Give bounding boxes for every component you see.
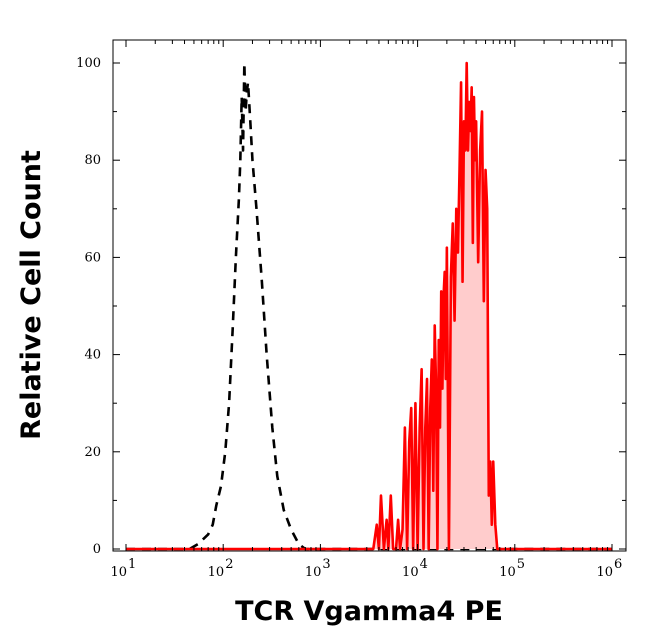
x-tick-label-exponent: 2 (225, 557, 233, 572)
series-1-line (126, 61, 612, 551)
x-axis-title: TCR Vgamma4 PE (235, 596, 503, 627)
plot-frame (112, 39, 627, 552)
y-tick-label: 80 (84, 153, 101, 168)
y-axis-title: Relative Cell Count (16, 150, 47, 440)
x-tick-label: 10 (305, 565, 322, 580)
y-tick-label: 0 (93, 542, 101, 557)
axis-layer (113, 40, 626, 551)
x-tick-label: 10 (499, 565, 516, 580)
x-tick-label: 10 (596, 565, 613, 580)
x-tick-label-exponent: 3 (322, 557, 330, 572)
x-tick-label: 10 (208, 565, 225, 580)
y-tick-label: 20 (84, 445, 101, 460)
y-tick-label: 100 (76, 56, 101, 71)
x-tick-label-exponent: 1 (128, 557, 136, 572)
series-0-line (126, 61, 612, 551)
y-tick-label: 40 (84, 348, 101, 363)
series-1-fill (126, 63, 612, 549)
x-tick-label-exponent: 5 (517, 557, 525, 572)
series-layer (126, 61, 612, 551)
x-tick-label-exponent: 4 (420, 557, 428, 572)
y-tick-label: 60 (84, 250, 101, 265)
x-tick-label: 10 (402, 565, 419, 580)
x-tick-label-exponent: 6 (614, 557, 622, 572)
x-tick-label: 10 (110, 565, 127, 580)
